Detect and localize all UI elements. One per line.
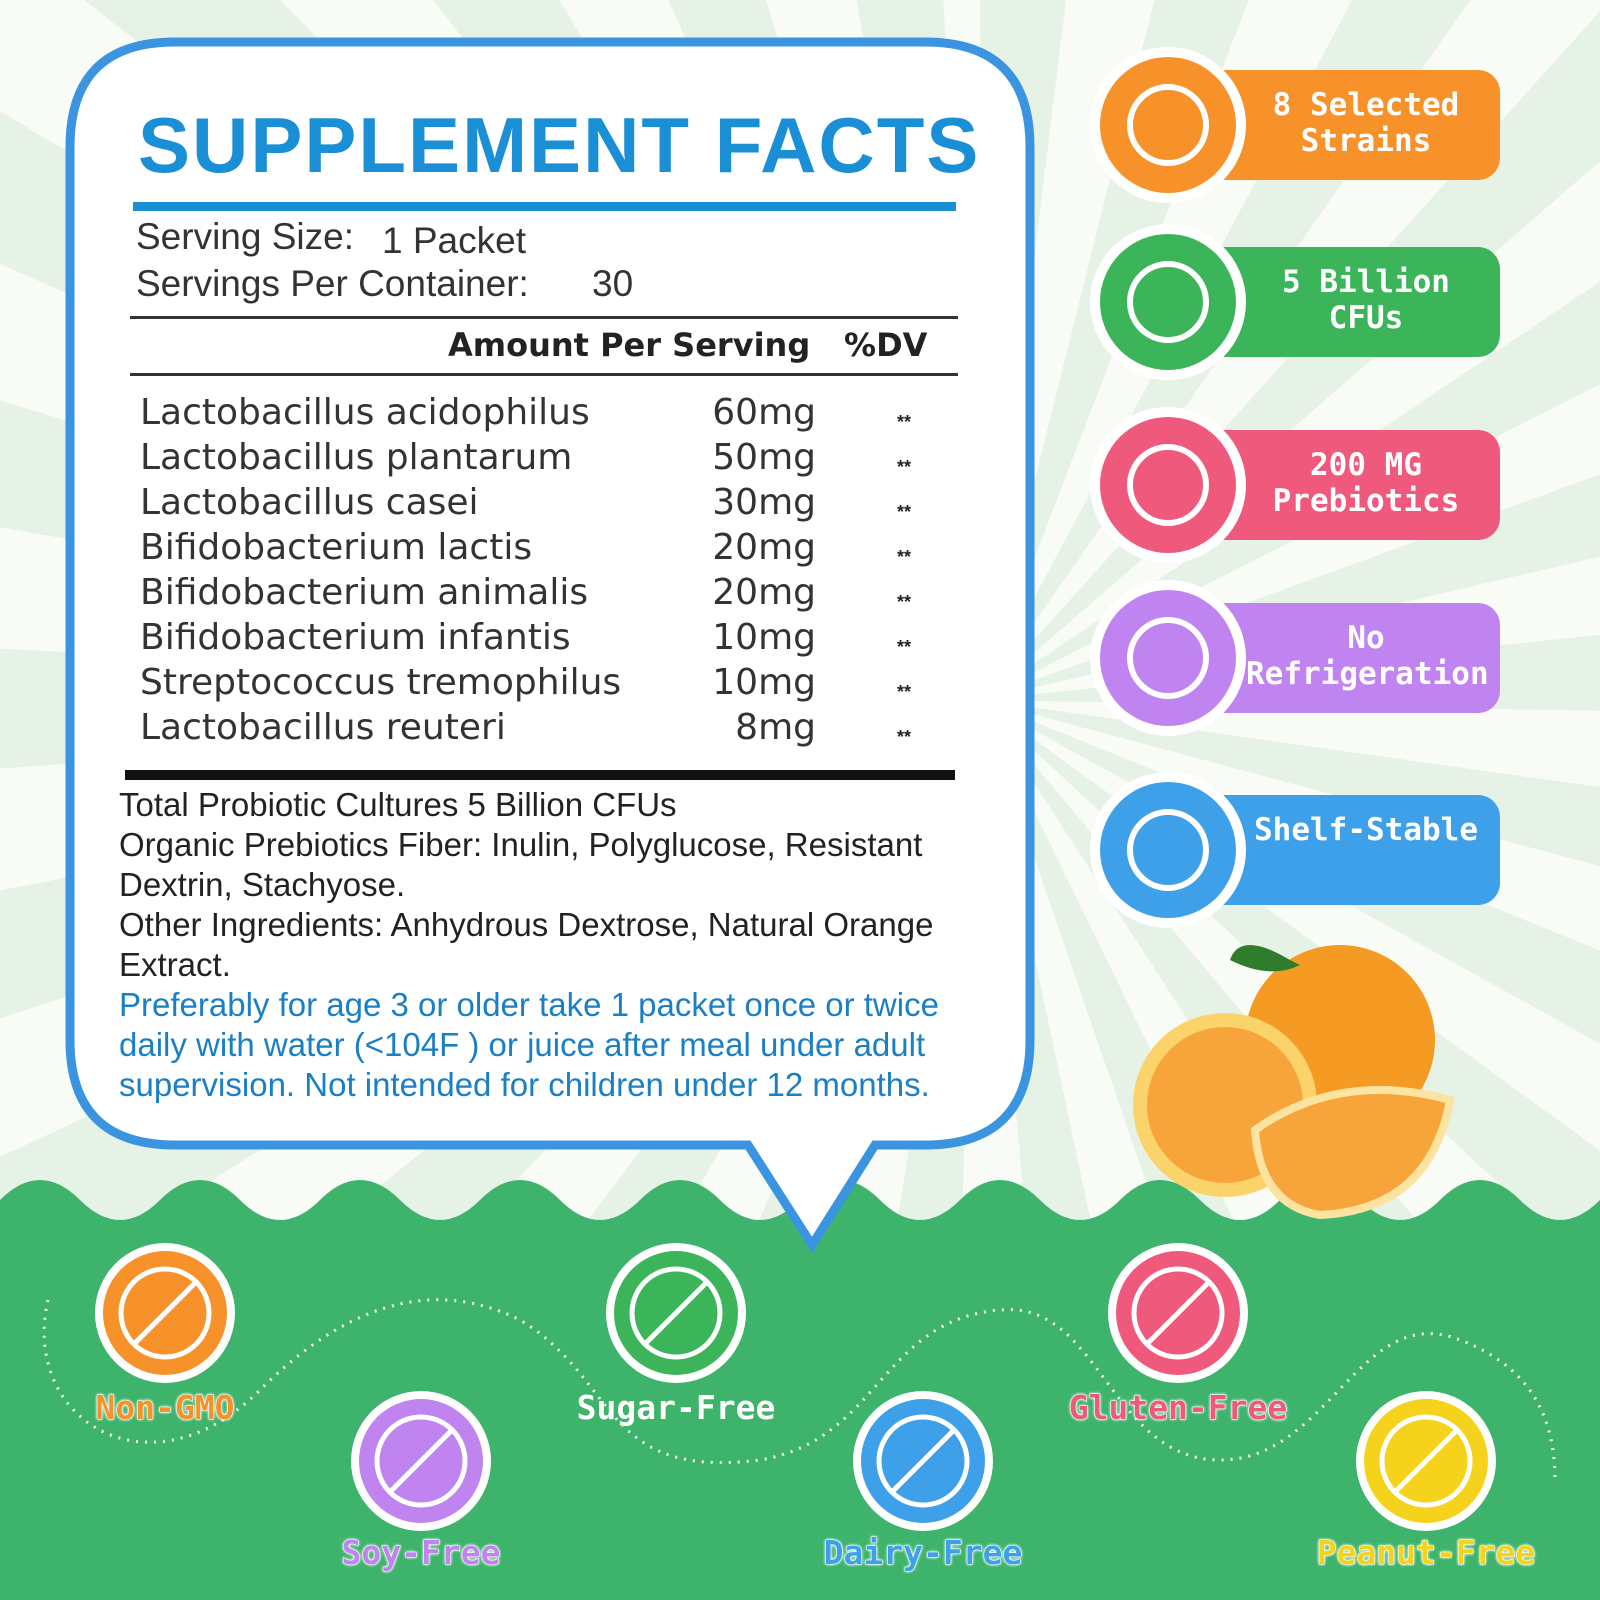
amount: 10mg: [712, 617, 816, 658]
badge-icon: [374, 1414, 468, 1508]
facts-title: SUPPLEMENT FACTS: [138, 101, 981, 189]
daily-value: **: [897, 727, 912, 747]
rule: [130, 316, 958, 319]
directions: Preferably for age 3 or older take 1 pac…: [119, 986, 939, 1103]
ingredient: Lactobacillus reuteri: [140, 707, 506, 748]
feature-icon: [1127, 261, 1209, 343]
daily-value: **: [897, 412, 912, 432]
badge-icon: [876, 1414, 970, 1508]
note: Organic Prebiotics Fiber: Inulin, Polygl…: [119, 826, 923, 903]
feature-pill: [1180, 795, 1500, 905]
badge-label: Dairy-Free: [823, 1533, 1023, 1573]
amount: 50mg: [712, 437, 816, 478]
note: Total Probiotic Cultures 5 Billion CFUs: [119, 786, 677, 823]
badge-icon: [890, 1428, 956, 1494]
badge-icon: [132, 1280, 198, 1346]
feature-pill: [1180, 247, 1500, 357]
value: 30: [592, 263, 634, 304]
ingredient: Lactobacillus casei: [140, 482, 479, 523]
amount: 30mg: [712, 482, 816, 523]
badge-icon: [629, 1266, 723, 1360]
badge-icon: [1145, 1280, 1211, 1346]
feature-label: 8 Selected Strains: [1272, 87, 1460, 159]
daily-value: **: [897, 457, 912, 477]
ingredient: Streptococcus tremophilus: [140, 662, 622, 703]
feature-icon: [1100, 234, 1236, 370]
ingredient: Bifidobacterium animalis: [140, 572, 589, 613]
badge-label: Gluten-Free: [1068, 1388, 1288, 1428]
facts-bubble: [65, 37, 1035, 1254]
column-header: %DV: [844, 326, 928, 364]
daily-value: **: [897, 547, 912, 567]
value: 1 Packet: [382, 220, 526, 261]
amount: 8mg: [735, 707, 816, 748]
badge-icon: [118, 1266, 212, 1360]
feature-pill: [1180, 70, 1500, 180]
ingredient: Lactobacillus plantarum: [140, 437, 573, 478]
amount: 60mg: [712, 392, 816, 433]
feature-icon: [1127, 444, 1209, 526]
rule: [130, 373, 958, 376]
daily-value: **: [897, 502, 912, 522]
badge-icon: [1379, 1414, 1473, 1508]
feature-icon: [1100, 417, 1236, 553]
badge-icon: [643, 1280, 709, 1346]
amount: 20mg: [712, 572, 816, 613]
badge-label: Soy-Free: [341, 1533, 501, 1573]
feature-icon: [1100, 57, 1236, 193]
feature-label: No Refrigeration: [1246, 620, 1489, 692]
daily-value: **: [897, 682, 912, 702]
amount: 20mg: [712, 527, 816, 568]
badge-icon: [1393, 1428, 1459, 1494]
badge-label: Peanut-Free: [1316, 1533, 1536, 1573]
feature-label: 5 Billion CFUs: [1282, 264, 1450, 336]
daily-value: **: [897, 592, 912, 612]
badge-label: Sugar-Free: [576, 1388, 776, 1428]
rule: [125, 770, 955, 780]
note: Other Ingredients: Anhydrous Dextrose, N…: [119, 906, 934, 983]
amount: 10mg: [712, 662, 816, 703]
feature-label: 200 MG Prebiotics: [1272, 447, 1460, 519]
ingredient: Bifidobacterium lactis: [140, 527, 533, 568]
feature-icon: [1100, 782, 1236, 918]
feature-label: Shelf-Stable: [1254, 812, 1478, 848]
feature-icon: [1127, 809, 1209, 891]
title-rule: [133, 202, 956, 211]
column-header: Amount Per Serving: [448, 326, 811, 364]
daily-value: **: [897, 637, 912, 657]
badge-label: Non-GMO: [95, 1388, 235, 1428]
feature-icon: [1100, 590, 1236, 726]
feature-pill: [1180, 603, 1500, 713]
feature-pill: [1180, 430, 1500, 540]
oranges: [1133, 945, 1455, 1220]
ingredient: Lactobacillus acidophilus: [140, 392, 590, 433]
label: Servings Per Container:: [136, 263, 529, 304]
feature-icon: [1127, 84, 1209, 166]
badge-icon: [388, 1428, 454, 1494]
ingredient: Bifidobacterium infantis: [140, 617, 571, 658]
feature-icon: [1127, 617, 1209, 699]
label: Serving Size:: [136, 216, 354, 257]
badge-icon: [1131, 1266, 1225, 1360]
